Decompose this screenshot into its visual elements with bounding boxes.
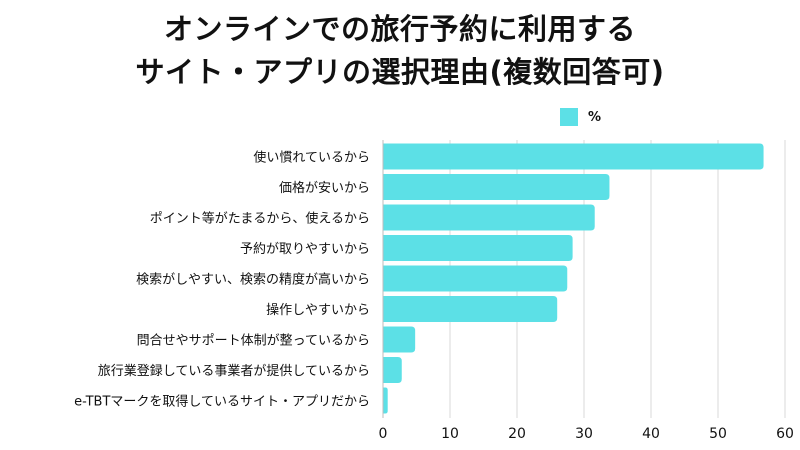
bar-9 <box>383 387 388 414</box>
bar-7 <box>383 326 416 353</box>
x-tick-label: 60 <box>776 426 794 442</box>
legend-swatch <box>560 108 578 126</box>
chart-title: オンラインでの旅行予約に利用する サイト・アプリの選択理由(複数回答可) <box>0 8 800 94</box>
legend-label: % <box>588 109 602 125</box>
category-label: 検索がしやすい、検索の精度が高いから <box>136 272 370 288</box>
x-tick-label: 50 <box>709 426 727 442</box>
category-label: 使い慣れているから <box>253 150 370 166</box>
bar-2 <box>383 174 610 200</box>
bar-5 <box>383 265 568 292</box>
bar-3 <box>383 204 595 231</box>
category-label: 操作しやすいから <box>266 302 370 318</box>
chart-title-line-1: オンラインでの旅行予約に利用する <box>163 12 636 46</box>
bar-8 <box>383 357 402 383</box>
chart-title-line-2: サイト・アプリの選択理由(複数回答可) <box>135 55 665 89</box>
x-tick-label: 20 <box>508 426 526 442</box>
category-label: 予約が取りやすいから <box>240 242 370 257</box>
category-label: 問合せやサポート体制が整っているから <box>137 334 370 349</box>
category-label: ポイント等がたまるから、使えるから <box>150 211 370 227</box>
category-label: 価格が安いから <box>279 180 370 196</box>
x-tick-label: 30 <box>575 426 593 442</box>
x-tick-label: 0 <box>379 426 388 442</box>
x-tick-label: 10 <box>441 426 459 442</box>
category-label: e-TBTマークを取得しているサイト・アプリだから <box>74 394 370 410</box>
bar-6 <box>383 296 558 322</box>
bar-1 <box>383 143 764 170</box>
x-tick-label: 40 <box>642 426 660 442</box>
chart-legend: % <box>560 108 601 126</box>
category-label: 旅行業登録している事業者が提供しているから <box>98 363 370 379</box>
bar-4 <box>383 235 573 261</box>
